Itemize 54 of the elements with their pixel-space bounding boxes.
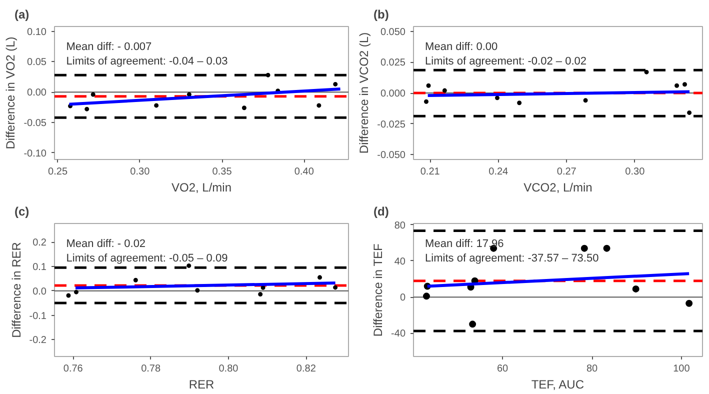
y-tick-label: 0 (400, 292, 406, 304)
chart-title: (a) (14, 8, 30, 22)
y-axis-title: Difference in VO2 (L) (4, 36, 18, 150)
x-tick-label: 0.21 (420, 166, 440, 178)
y-tick-label: 0.0 (32, 286, 47, 298)
annotation: Mean diff: 17.96 (425, 238, 504, 250)
y-axis-title: Difference in TEF (371, 244, 386, 337)
y-tick-label: 0.00 (27, 88, 47, 99)
y-tick-label: -0.10 (24, 148, 47, 160)
y-tick-label: 80 (394, 220, 406, 232)
annotation: Limits of agreement: -0.02 – 0.02 (425, 56, 586, 68)
y-tick-label: -40 (391, 328, 406, 340)
annotation: Mean diff: - 0.007 (66, 41, 152, 54)
y-tick-label: -0.025 (377, 119, 406, 130)
x-tick-label: 0.30 (625, 166, 646, 178)
x-tick-label: 0.35 (212, 166, 232, 178)
y-tick-label: 0.2 (32, 238, 47, 249)
x-tick-label: 60 (496, 364, 509, 374)
x-tick-label: 0.76 (63, 364, 84, 374)
y-tick-label: -0.05 (24, 118, 47, 129)
y-tick-label: 0.000 (380, 88, 406, 100)
x-tick-label: 0.80 (218, 364, 239, 374)
x-axis-title: RER (188, 378, 214, 392)
y-axis-title: Difference in VCO2 (L) (357, 32, 372, 154)
y-tick-label: 0.1 (32, 262, 47, 273)
x-tick-label: 0.40 (294, 166, 314, 178)
x-tick-label: 80 (586, 364, 598, 374)
annotation: Limits of agreement: -0.05 – 0.09 (66, 252, 228, 265)
chart-title: (b) (374, 8, 389, 22)
y-tick-label: -0.050 (377, 150, 406, 162)
x-tick-label: 0.78 (141, 364, 161, 374)
annotation: Limits of agreement: -0.04 – 0.03 (66, 56, 228, 68)
chart-title: (c) (14, 204, 30, 218)
y-tick-label: 40 (394, 256, 406, 268)
x-tick-label: 0.82 (296, 364, 316, 374)
annotation: Limits of agreement: -37.57 – 73.50 (425, 252, 599, 265)
y-tick-label: 0.050 (380, 26, 406, 38)
x-axis-title: VCO2, L/min (524, 180, 592, 194)
x-tick-label: 100 (673, 364, 690, 374)
chart-title: (d) (374, 204, 389, 218)
x-tick-label: 0.30 (130, 166, 150, 178)
x-tick-label: 0.27 (556, 166, 577, 178)
x-axis-title: TEF, AUC (531, 378, 584, 392)
y-tick-label: -0.1 (29, 310, 47, 322)
y-tick-label: 0.10 (27, 26, 47, 38)
y-axis-title: Difference in RER (9, 242, 24, 338)
x-axis-title: VO2, L/min (171, 180, 232, 194)
y-tick-label: -0.2 (29, 335, 47, 346)
annotation: Mean diff: - 0.02 (66, 238, 146, 250)
x-tick-label: 0.24 (488, 166, 509, 178)
y-tick-label: 0.05 (27, 57, 47, 68)
x-tick-label: 0.25 (48, 166, 68, 178)
annotation: Mean diff: 0.00 (425, 41, 498, 54)
y-tick-label: 0.025 (380, 58, 406, 69)
